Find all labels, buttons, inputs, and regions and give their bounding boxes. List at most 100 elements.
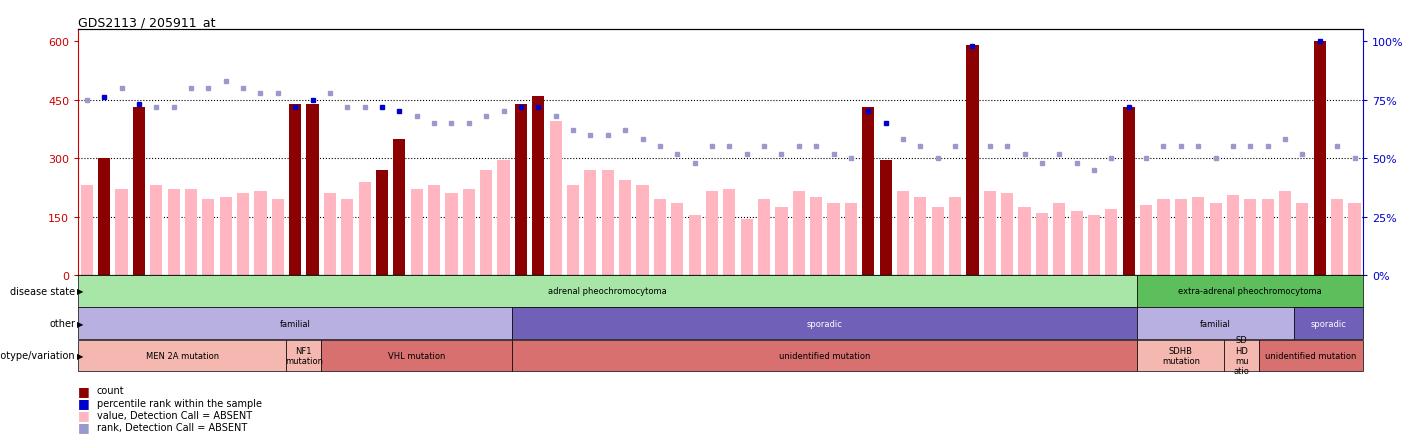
Bar <box>775 207 788 276</box>
Bar <box>324 194 337 276</box>
Text: GDS2113 / 205911_at: GDS2113 / 205911_at <box>78 16 216 29</box>
Bar <box>81 186 92 276</box>
Text: percentile rank within the sample: percentile rank within the sample <box>97 398 261 408</box>
Bar <box>1088 215 1100 276</box>
Bar <box>1210 204 1221 276</box>
Bar <box>984 192 995 276</box>
Bar <box>1227 196 1240 276</box>
Bar <box>949 198 961 276</box>
Bar <box>290 104 301 276</box>
Bar <box>914 198 926 276</box>
Text: NF1
mutation: NF1 mutation <box>285 346 322 365</box>
Bar <box>1261 200 1274 276</box>
Bar <box>845 204 858 276</box>
Text: ▶: ▶ <box>77 319 84 328</box>
Text: sporadic: sporadic <box>1311 319 1346 328</box>
Bar <box>809 198 822 276</box>
Bar <box>480 171 493 276</box>
Bar <box>567 186 579 276</box>
Bar <box>1296 204 1308 276</box>
Bar <box>741 219 753 276</box>
Bar <box>1174 200 1187 276</box>
Text: adrenal pheochromocytoma: adrenal pheochromocytoma <box>548 287 667 296</box>
Bar <box>1071 211 1082 276</box>
Bar <box>271 200 284 276</box>
Bar <box>185 190 197 276</box>
Bar <box>393 139 406 276</box>
Text: VHL mutation: VHL mutation <box>388 351 446 360</box>
Text: familial: familial <box>280 319 311 328</box>
Bar <box>653 200 666 276</box>
Bar <box>359 182 371 276</box>
Bar <box>307 104 318 276</box>
Bar <box>254 192 267 276</box>
Bar <box>133 108 145 276</box>
Bar <box>828 204 839 276</box>
Bar <box>602 171 613 276</box>
Bar <box>897 192 909 276</box>
Bar <box>341 200 354 276</box>
Text: ■: ■ <box>78 384 89 397</box>
Text: MEN 2A mutation: MEN 2A mutation <box>146 351 219 360</box>
Text: ■: ■ <box>78 408 89 421</box>
Bar <box>584 171 596 276</box>
Bar <box>758 200 770 276</box>
Bar <box>1018 207 1031 276</box>
Bar <box>515 104 527 276</box>
Text: rank, Detection Call = ABSENT: rank, Detection Call = ABSENT <box>97 422 247 432</box>
Bar <box>792 192 805 276</box>
Bar <box>532 96 544 276</box>
Bar <box>879 161 892 276</box>
Bar <box>410 190 423 276</box>
Bar <box>1105 210 1118 276</box>
Text: other: other <box>50 319 75 328</box>
Bar <box>237 194 248 276</box>
Bar <box>619 180 632 276</box>
Bar <box>862 108 875 276</box>
Bar <box>98 159 111 276</box>
Bar <box>1157 200 1170 276</box>
Bar <box>497 161 510 276</box>
Bar <box>115 190 128 276</box>
Text: SD
HD
mu
atio: SD HD mu atio <box>1234 335 1250 375</box>
Bar <box>1001 194 1014 276</box>
Bar <box>932 207 944 276</box>
Bar <box>672 204 683 276</box>
Text: SDHB
mutation: SDHB mutation <box>1162 346 1200 365</box>
Text: unidentified mutation: unidentified mutation <box>1265 351 1356 360</box>
Bar <box>550 122 562 276</box>
Text: extra-adrenal pheochromocytoma: extra-adrenal pheochromocytoma <box>1179 287 1322 296</box>
Bar <box>1244 200 1257 276</box>
Bar <box>1314 42 1326 276</box>
Text: ▶: ▶ <box>77 351 84 360</box>
Text: count: count <box>97 386 124 395</box>
Bar <box>636 186 649 276</box>
Bar <box>220 198 231 276</box>
Bar <box>376 171 388 276</box>
Text: unidentified mutation: unidentified mutation <box>780 351 870 360</box>
Bar <box>689 215 700 276</box>
Text: disease state: disease state <box>10 286 75 296</box>
Bar <box>1193 198 1204 276</box>
Bar <box>427 186 440 276</box>
Text: ■: ■ <box>78 421 89 434</box>
Bar <box>446 194 457 276</box>
Bar <box>463 190 474 276</box>
Text: genotype/variation: genotype/variation <box>0 351 75 360</box>
Bar <box>1349 204 1360 276</box>
Bar <box>1331 200 1343 276</box>
Bar <box>967 46 978 276</box>
Bar <box>168 190 180 276</box>
Bar <box>706 192 719 276</box>
Bar <box>723 190 736 276</box>
Bar <box>1123 108 1135 276</box>
Text: sporadic: sporadic <box>807 319 843 328</box>
Bar <box>1140 206 1152 276</box>
Bar <box>151 186 162 276</box>
Bar <box>1035 214 1048 276</box>
Bar <box>1279 192 1291 276</box>
Text: ▶: ▶ <box>77 287 84 296</box>
Text: familial: familial <box>1200 319 1231 328</box>
Text: ■: ■ <box>78 396 89 409</box>
Bar <box>1054 204 1065 276</box>
